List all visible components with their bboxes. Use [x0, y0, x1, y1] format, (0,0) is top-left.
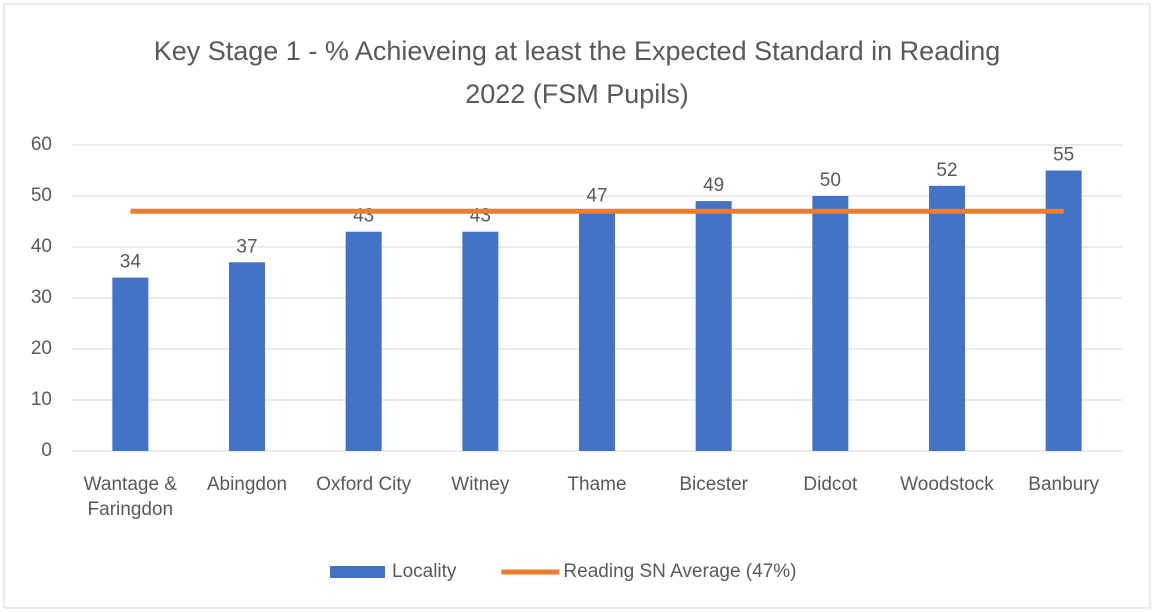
data-label: 49 [703, 175, 724, 196]
y-tick-label: 20 [31, 338, 52, 359]
data-label: 55 [1053, 145, 1074, 166]
bar [345, 231, 382, 451]
y-tick-label: 60 [31, 134, 52, 155]
chart-title: Key Stage 1 - % Achieveing at least the … [153, 36, 1001, 109]
y-tick-label: 50 [31, 185, 52, 206]
bar [695, 201, 732, 451]
y-tick-label: 30 [31, 287, 52, 308]
bar [112, 277, 149, 451]
bar [812, 196, 849, 451]
x-tick-label: Wantage & Faringdon [83, 474, 177, 520]
bar [929, 185, 965, 452]
data-label: 37 [236, 236, 257, 257]
y-tick-label: 40 [31, 236, 52, 257]
data-label: 34 [120, 252, 142, 273]
y-tick-label: 10 [31, 389, 52, 410]
x-tick-label: Oxford City [316, 474, 412, 495]
x-tick-label: Thame [567, 474, 627, 495]
x-tick-label: Banbury [1028, 474, 1100, 495]
legend-label: Locality [392, 561, 457, 582]
bar [1045, 170, 1082, 451]
x-tick-label: Abingdon [206, 474, 288, 495]
legend-label: Reading SN Average (47%) [563, 561, 796, 582]
data-label: 50 [820, 170, 841, 191]
bar [229, 262, 265, 451]
x-tick-label: Witney [451, 474, 510, 495]
y-tick-label: 0 [41, 440, 52, 461]
legend-swatch [330, 566, 385, 578]
x-tick-label: Bicester [679, 474, 748, 495]
bar [462, 231, 499, 451]
data-label: 52 [936, 160, 957, 181]
bar [579, 211, 615, 451]
data-label: 47 [586, 185, 607, 206]
x-tick-label: Didcot [803, 474, 858, 495]
x-tick-label: Woodstock [900, 474, 994, 495]
